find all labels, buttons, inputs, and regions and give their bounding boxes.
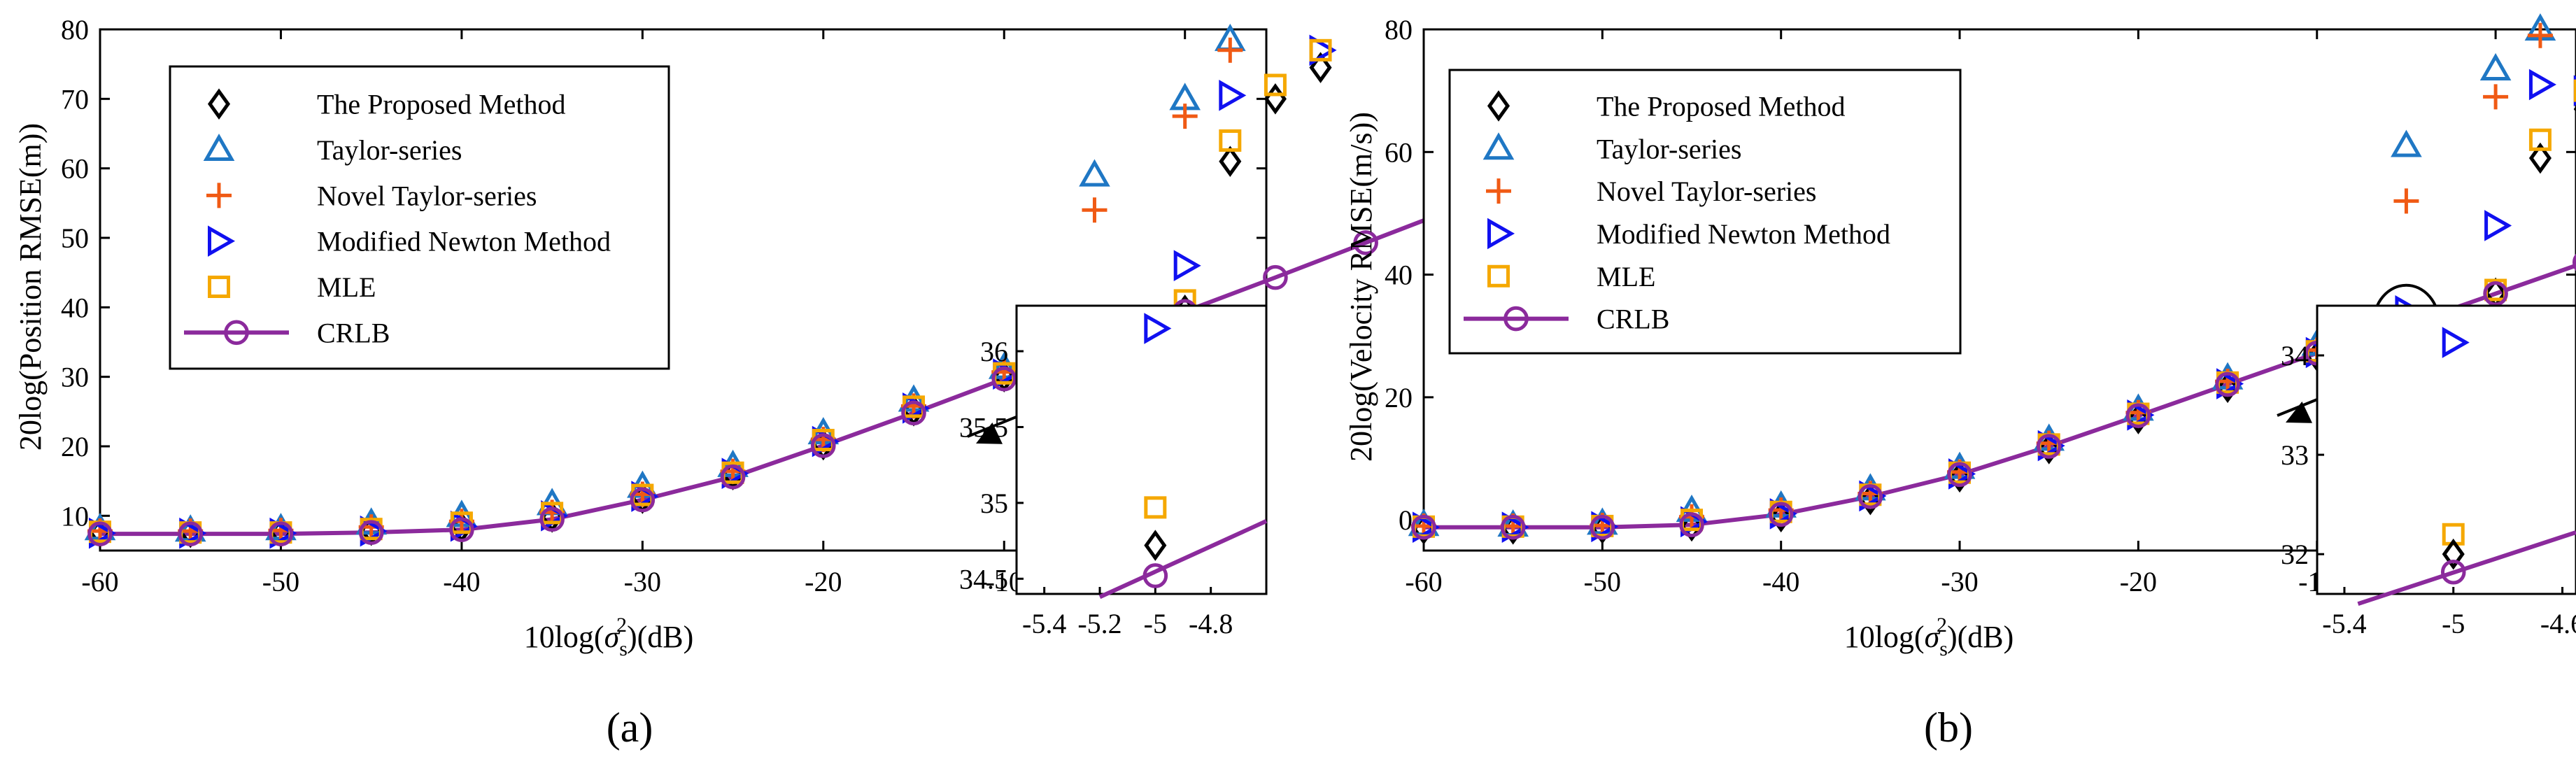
inset-y-tick-label: 36 bbox=[980, 336, 1008, 367]
legend-label: Taylor-series bbox=[317, 134, 462, 166]
y-tick-label: 0 bbox=[1399, 504, 1413, 536]
legend-label: The Proposed Method bbox=[1597, 90, 1846, 122]
legend-label: Novel Taylor-series bbox=[317, 180, 537, 211]
inset-x-tick-label: -5.4 bbox=[2322, 608, 2366, 639]
y-tick-label: 60 bbox=[61, 153, 89, 185]
legend-label: Modified Newton Method bbox=[1597, 218, 1890, 250]
y-tick-label: 70 bbox=[61, 83, 89, 115]
x-tick-label: -30 bbox=[624, 566, 661, 597]
inset-y-tick-label: 35.5 bbox=[959, 411, 1008, 443]
x-axis-label-part: 10log( bbox=[1844, 620, 1925, 654]
x-tick-label: -30 bbox=[1941, 566, 1978, 597]
inset-x-tick-label: -4.8 bbox=[1189, 608, 1233, 639]
y-tick-label: 40 bbox=[1385, 260, 1413, 291]
y-tick-label: 20 bbox=[1385, 382, 1413, 413]
legend-label: MLE bbox=[1597, 261, 1655, 292]
inset-y-tick-label: 35 bbox=[980, 488, 1008, 519]
x-tick-label: -20 bbox=[805, 566, 842, 597]
inset-x-tick-label: -5 bbox=[1144, 608, 1167, 639]
inset-x-tick-label: -5.2 bbox=[1077, 608, 1121, 639]
data-point bbox=[1266, 86, 1285, 111]
y-tick-label: 10 bbox=[61, 500, 89, 532]
legend-label: Modified Newton Method bbox=[317, 226, 611, 257]
y-axis-label: 20log(Velocity RMSE(m/s)) bbox=[1344, 112, 1378, 462]
y-axis-label: 20log(Position RMSE(m)) bbox=[13, 123, 48, 451]
legend-label: CRLB bbox=[1597, 304, 1669, 335]
inset-x-tick-label: -4.6 bbox=[2540, 608, 2576, 639]
x-tick-label: -60 bbox=[1405, 566, 1442, 597]
inset-y-tick-label: 34.5 bbox=[959, 563, 1008, 595]
chart-panel-b: -60-50-40-30-20-10002040608020log(Veloci… bbox=[1344, 14, 2576, 751]
legend-label: MLE bbox=[317, 271, 376, 303]
y-tick-label: 60 bbox=[1385, 136, 1413, 168]
x-tick-label: -40 bbox=[1762, 566, 1799, 597]
panel-label-a: (a) bbox=[607, 704, 653, 751]
inset-y-tick-label: 32 bbox=[2281, 539, 2309, 570]
x-tick-label: -50 bbox=[1584, 566, 1621, 597]
panel-label-text: (b) bbox=[1924, 704, 1973, 751]
x-axis-label-part: 10log( bbox=[524, 620, 604, 654]
x-tick-label: -40 bbox=[443, 566, 480, 597]
legend-label: Novel Taylor-series bbox=[1597, 176, 1816, 207]
inset-x-tick-label: -5 bbox=[2442, 608, 2465, 639]
x-axis-label-part: 2 bbox=[1937, 614, 1947, 637]
legend-label: Taylor-series bbox=[1597, 133, 1741, 164]
y-tick-label: 30 bbox=[61, 362, 89, 393]
x-axis-label-part: )(dB) bbox=[1947, 620, 2014, 654]
legend-b: The Proposed Method Taylor-series Novel Ta… bbox=[1450, 70, 1960, 353]
x-axis-label-part: )(dB) bbox=[627, 620, 693, 654]
legend-label: CRLB bbox=[317, 317, 390, 348]
panel-label-text: (a) bbox=[607, 704, 653, 751]
x-tick-label: -50 bbox=[262, 566, 299, 597]
inset-b: -5.4 -5 -4.6 32 33 34 bbox=[2281, 306, 2576, 639]
legend-a: The Proposed Method Taylor-series Novel Ta… bbox=[170, 66, 669, 369]
x-tick-label: -60 bbox=[81, 566, 118, 597]
x-axis-label: 10log(σs2)(dB) bbox=[524, 614, 694, 660]
legend-label: The Proposed Method bbox=[317, 89, 566, 120]
inset-y-tick-label: 34 bbox=[2281, 340, 2309, 371]
inset-x-tick-label: -5.4 bbox=[1022, 608, 1066, 639]
y-tick-label: 80 bbox=[1385, 14, 1413, 45]
panel-label-b: (b) bbox=[1924, 704, 1973, 751]
inset-box bbox=[1017, 306, 1266, 594]
x-tick-label: -20 bbox=[2120, 566, 2157, 597]
y-tick-label: 40 bbox=[61, 292, 89, 323]
x-axis-label-part: 2 bbox=[616, 614, 627, 637]
y-tick-label: 50 bbox=[61, 222, 89, 254]
y-tick-label: 80 bbox=[61, 14, 89, 45]
inset-y-tick-label: 33 bbox=[2281, 439, 2309, 471]
x-axis-label: 10log(σs2)(dB) bbox=[1844, 614, 2014, 660]
y-tick-label: 20 bbox=[61, 431, 89, 462]
